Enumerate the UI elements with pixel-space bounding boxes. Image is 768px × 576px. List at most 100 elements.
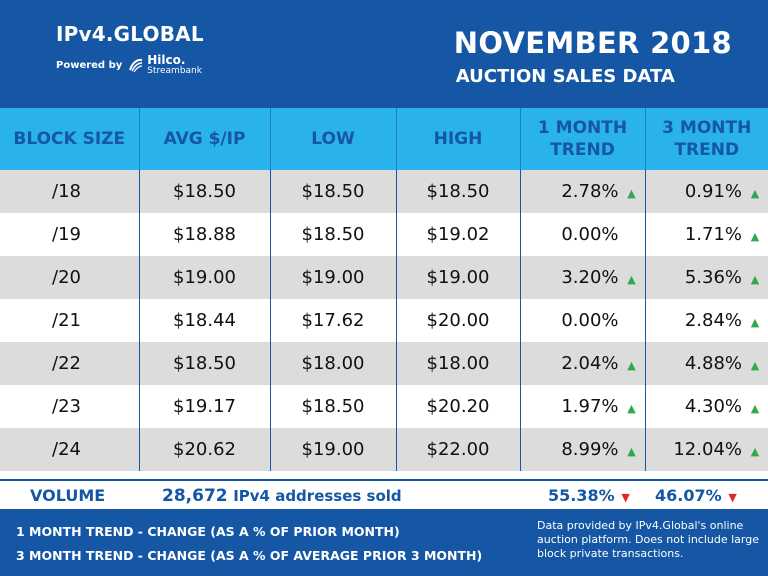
cell-1-month-trend: 2.78% ▲ — [519, 170, 645, 213]
cell-block-size: /19 — [0, 213, 139, 256]
footer-banner: 1 MONTH TREND - CHANGE (AS A % OF PRIOR … — [0, 511, 768, 576]
hilco-logo: Hilco. Streambank — [128, 54, 202, 76]
col-header-block-size: BLOCK SIZE — [0, 108, 139, 170]
cell-avg-value: $18.50 — [173, 353, 236, 374]
cell-high: $22.00 — [395, 428, 520, 471]
ipv4-global-logo[interactable]: IPv4.GLOBAL Powered by Hilco. Streambank — [56, 22, 204, 76]
cell-low: $18.50 — [269, 385, 396, 428]
cell-low: $17.62 — [269, 299, 396, 342]
cell-low-value: $18.50 — [301, 181, 365, 202]
cell-low-value: $19.00 — [301, 267, 365, 288]
volume-1m-value: 55.38% — [548, 486, 615, 505]
table-header-row: BLOCK SIZE AVG $/IP LOW HIGH 1 MONTH TREN… — [0, 108, 768, 170]
table-row: /19 $18.88 $18.50 $19.02 0.00% 1.71% ▲ — [0, 213, 768, 256]
cell-3-month-trend-value: 2.84% — [684, 310, 742, 331]
table-row: /24 $20.62 $19.00 $22.00 8.99% ▲ 12.04% ▲ — [0, 428, 768, 471]
cell-1-month-trend: 0.00% — [519, 213, 645, 256]
streambank-name: Streambank — [147, 66, 202, 76]
cell-1-month-trend-value: 2.04% — [561, 353, 619, 374]
triangle-up-icon: ▲ — [750, 359, 760, 372]
cell-3-month-trend: 12.04% ▲ — [644, 428, 768, 471]
volume-count: 28,672 IPv4 addresses sold — [162, 486, 402, 506]
col-header-3m-line2: TREND — [674, 140, 740, 160]
triangle-up-icon: ▲ — [627, 187, 636, 200]
col-header-3-month-trend: 3 MONTH TREND — [644, 108, 768, 170]
cell-block-size: /18 — [0, 170, 139, 213]
cell-1-month-trend: 2.04% ▲ — [519, 342, 645, 385]
title-block: NOVEMBER 2018 AUCTION SALES DATA — [454, 26, 732, 87]
cell-block-size-value: /24 — [52, 439, 81, 460]
cell-avg-value: $19.00 — [173, 267, 236, 288]
cell-high-value: $20.00 — [426, 310, 490, 331]
cell-low: $19.00 — [269, 428, 396, 471]
cell-low: $19.00 — [269, 256, 396, 299]
volume-1-month-trend: 55.38% ▼ — [548, 486, 631, 505]
cell-avg: $18.44 — [138, 299, 270, 342]
cell-high-value: $19.02 — [426, 224, 490, 245]
cell-3-month-trend-value: 1.71% — [684, 224, 742, 245]
cell-1-month-trend-value: 0.00% — [561, 224, 619, 245]
cell-1-month-trend-value: 1.97% — [561, 396, 619, 417]
cell-low-value: $18.50 — [301, 396, 365, 417]
triangle-up-icon: ▲ — [627, 402, 636, 415]
triangle-up-icon: ▲ — [750, 402, 760, 415]
cell-low: $18.50 — [269, 170, 396, 213]
triangle-up-icon: ▲ — [750, 187, 760, 200]
cell-avg: $20.62 — [138, 428, 270, 471]
footer-legend-1-month: 1 MONTH TREND - CHANGE (AS A % OF PRIOR … — [16, 524, 400, 539]
page-subtitle: AUCTION SALES DATA — [455, 66, 675, 87]
powered-by-label: Powered by — [56, 59, 123, 71]
cell-block-size: /20 — [0, 256, 139, 299]
auction-sales-table: BLOCK SIZE AVG $/IP LOW HIGH 1 MONTH TREN… — [0, 108, 768, 471]
cell-1-month-trend-value: 8.99% — [561, 439, 619, 460]
table-row: /22 $18.50 $18.00 $18.00 2.04% ▲ 4.88% ▲ — [0, 342, 768, 385]
triangle-up-icon: ▲ — [627, 359, 636, 372]
cell-block-size-value: /20 — [52, 267, 81, 288]
cell-1-month-trend: 3.20% ▲ — [519, 256, 645, 299]
cell-block-size: /21 — [0, 299, 139, 342]
volume-label: VOLUME — [30, 486, 106, 505]
cell-low-value: $18.50 — [301, 224, 365, 245]
cell-1-month-trend-value: 2.78% — [561, 181, 619, 202]
triangle-up-icon: ▲ — [750, 273, 760, 286]
cell-low-value: $19.00 — [301, 439, 365, 460]
cell-low: $18.00 — [269, 342, 396, 385]
powered-by-line: Powered by Hilco. Streambank — [56, 54, 204, 76]
footer-data-note: Data provided by IPv4.Global's online au… — [537, 519, 759, 560]
cell-high: $18.50 — [395, 170, 520, 213]
cell-3-month-trend: 1.71% ▲ — [644, 213, 768, 256]
cell-1-month-trend-value: 0.00% — [561, 310, 619, 331]
cell-block-size-value: /23 — [52, 396, 81, 417]
col-header-1m-line1: 1 MONTH — [537, 118, 628, 138]
cell-3-month-trend: 0.91% ▲ — [644, 170, 768, 213]
cell-high: $20.00 — [395, 299, 520, 342]
cell-high: $18.00 — [395, 342, 520, 385]
triangle-down-icon: ▼ — [621, 491, 630, 504]
cell-block-size-value: /22 — [52, 353, 81, 374]
table-row: /18 $18.50 $18.50 $18.50 2.78% ▲ 0.91% ▲ — [0, 170, 768, 213]
table-row: /21 $18.44 $17.62 $20.00 0.00% 2.84% ▲ — [0, 299, 768, 342]
cell-block-size: /22 — [0, 342, 139, 385]
cell-3-month-trend: 2.84% ▲ — [644, 299, 768, 342]
col-header-3m-line1: 3 MONTH — [662, 118, 752, 138]
cell-avg-value: $20.62 — [173, 439, 236, 460]
cell-3-month-trend: 4.30% ▲ — [644, 385, 768, 428]
cell-3-month-trend: 4.88% ▲ — [644, 342, 768, 385]
volume-row: VOLUME 28,672 IPv4 addresses sold 55.38%… — [0, 479, 768, 511]
cell-avg: $18.50 — [138, 342, 270, 385]
cell-avg: $19.00 — [138, 256, 270, 299]
cell-1-month-trend-value: 3.20% — [561, 267, 619, 288]
cell-high-value: $22.00 — [426, 439, 490, 460]
cell-block-size-value: /18 — [52, 181, 81, 202]
triangle-up-icon: ▲ — [750, 230, 760, 243]
cell-3-month-trend-value: 0.91% — [684, 181, 742, 202]
footer-legend-3-month: 3 MONTH TREND - CHANGE (AS A % OF AVERAG… — [16, 548, 483, 563]
volume-3-month-trend: 46.07% ▼ — [655, 486, 738, 505]
cell-block-size-value: /19 — [52, 224, 81, 245]
triangle-down-icon: ▼ — [728, 491, 737, 504]
cell-avg: $19.17 — [138, 385, 270, 428]
cell-high-value: $19.00 — [426, 267, 490, 288]
cell-low: $18.50 — [269, 213, 396, 256]
cell-high-value: $20.20 — [426, 396, 490, 417]
cell-avg: $18.50 — [138, 170, 270, 213]
